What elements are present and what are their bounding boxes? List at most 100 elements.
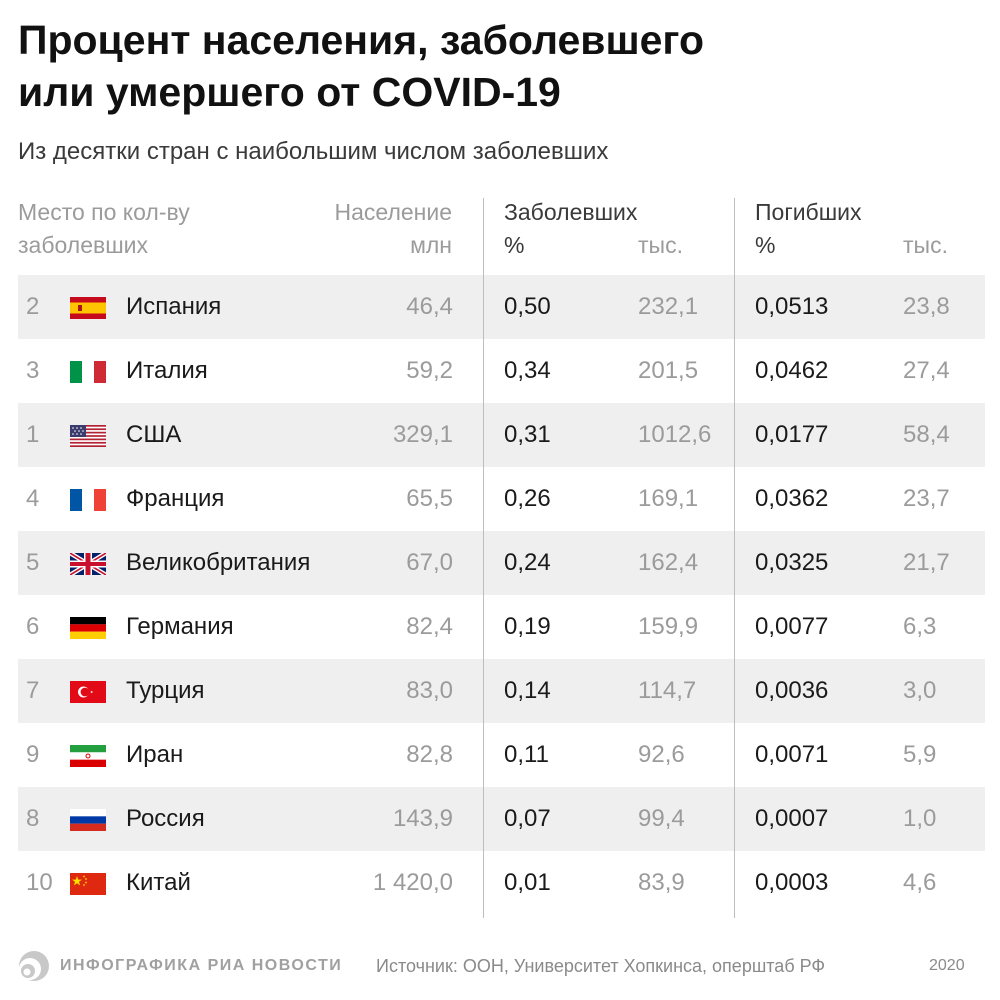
dead-percent-cell: 0,0003 (755, 869, 829, 896)
infected-percent-cell: 0,11 (504, 741, 549, 768)
dead-percent-cell: 0,0177 (755, 421, 829, 448)
rank-cell: 10 (26, 869, 53, 896)
footer-year: 2020 (929, 957, 965, 974)
spain-flag-icon (70, 297, 106, 319)
rank-cell: 7 (26, 677, 40, 704)
dead-thousands-cell: 6,3 (903, 613, 937, 640)
column-divider-infected (483, 198, 484, 918)
infected-percent-cell: 0,34 (504, 357, 551, 384)
infected-thousands-cell: 159,9 (638, 613, 699, 640)
rank-cell: 2 (26, 293, 40, 320)
dead-percent-cell: 0,0513 (755, 293, 829, 320)
header-infected-k: тыс. (638, 232, 683, 258)
dead-thousands-cell: 21,7 (903, 549, 950, 576)
population-cell: 329,1 (392, 421, 453, 448)
header-infected-pct: % (504, 232, 525, 258)
dead-thousands-cell: 1,0 (903, 805, 937, 832)
header-dead: Погибших (755, 199, 862, 225)
dead-thousands-cell: 5,9 (903, 741, 937, 768)
table-row: 4 Франция 65,5 0,26 169,1 0,0362 23,7 (18, 467, 985, 531)
dead-percent-cell: 0,0036 (755, 677, 829, 704)
page-title: Процент населения, заболевшего или умерш… (18, 14, 978, 118)
infected-percent-cell: 0,50 (504, 293, 551, 320)
infected-percent-cell: 0,19 (504, 613, 551, 640)
country-name: Германия (126, 613, 234, 640)
infected-thousands-cell: 92,6 (638, 741, 685, 768)
infected-percent-cell: 0,24 (504, 549, 551, 576)
header-infected: Заболевших (504, 199, 638, 225)
italy-flag-icon (70, 361, 106, 383)
population-cell: 82,4 (406, 613, 453, 640)
infected-thousands-cell: 169,1 (638, 485, 699, 512)
country-name: Испания (126, 293, 222, 320)
infected-thousands-cell: 162,4 (638, 549, 699, 576)
country-name: США (126, 421, 182, 448)
rank-cell: 3 (26, 357, 40, 384)
population-cell: 65,5 (406, 485, 453, 512)
country-name: Китай (126, 869, 191, 896)
russia-flag-icon (70, 809, 106, 831)
dead-percent-cell: 0,0007 (755, 805, 829, 832)
dead-percent-cell: 0,0462 (755, 357, 829, 384)
dead-thousands-cell: 3,0 (903, 677, 937, 704)
dead-thousands-cell: 4,6 (903, 869, 937, 896)
header-dead-pct: % (755, 232, 776, 258)
table-row: 2 Испания 46,4 0,50 232,1 0,0513 23,8 (18, 275, 985, 339)
dead-thousands-cell: 23,7 (903, 485, 950, 512)
column-divider-dead (734, 198, 735, 918)
ria-logo-icon (19, 951, 49, 981)
table-row: 5 Великобритания 67,0 0,24 162,4 0,0325 21,7 (18, 531, 985, 595)
footer-logo-text: ИНФОГРАФИКА РИА НОВОСТИ (60, 957, 343, 974)
table-row: 7 Турция 83,0 0,14 114,7 0,0036 3,0 (18, 659, 985, 723)
footer-source: Источник: ООН, Университет Хопкинса, опе… (376, 956, 826, 976)
table-row: 6 Германия 82,4 0,19 159,9 0,0077 6,3 (18, 595, 985, 659)
country-name: Франция (126, 485, 225, 512)
population-cell: 67,0 (406, 549, 453, 576)
infected-percent-cell: 0,14 (504, 677, 551, 704)
title-line-2: или умершего от COVID-19 (18, 69, 561, 115)
header-population-line-2: млн (410, 232, 452, 258)
table-row: 8 Россия 143,9 0,07 99,4 0,0007 1,0 (18, 787, 985, 851)
title-line-1: Процент населения, заболевшего (18, 17, 705, 63)
population-cell: 46,4 (406, 293, 453, 320)
header-rank-line-2: заболевших (18, 232, 149, 258)
china-flag-icon (70, 873, 106, 895)
infected-thousands-cell: 114,7 (638, 677, 697, 704)
infected-thousands-cell: 83,9 (638, 869, 685, 896)
country-name: Италия (126, 357, 208, 384)
iran-flag-icon (70, 745, 106, 767)
dead-thousands-cell: 23,8 (903, 293, 950, 320)
infected-percent-cell: 0,07 (504, 805, 551, 832)
rank-cell: 8 (26, 805, 40, 832)
population-cell: 1 420,0 (372, 869, 453, 896)
turkey-flag-icon (70, 681, 106, 703)
table-row: 10 Китай 1 420,0 0,01 83,9 0,0003 4,6 (18, 851, 985, 915)
infected-thousands-cell: 201,5 (638, 357, 699, 384)
population-cell: 82,8 (406, 741, 453, 768)
header-population-line-1: Население (334, 199, 452, 225)
infected-percent-cell: 0,01 (504, 869, 551, 896)
table-row: 1 США 329,1 0,31 1012,6 0,0177 58,4 (18, 403, 985, 467)
header-population: Население млн (335, 196, 452, 262)
france-flag-icon (70, 489, 106, 511)
germany-flag-icon (70, 617, 106, 639)
infected-thousands-cell: 1012,6 (638, 421, 712, 448)
dead-percent-cell: 0,0362 (755, 485, 829, 512)
infected-percent-cell: 0,26 (504, 485, 551, 512)
uk-flag-icon (70, 553, 106, 575)
dead-percent-cell: 0,0325 (755, 549, 829, 576)
table-row: 3 Италия 59,2 0,34 201,5 0,0462 27,4 (18, 339, 985, 403)
infected-thousands-cell: 99,4 (638, 805, 685, 832)
header-dead-k: тыс. (903, 232, 948, 258)
page-subtitle: Из десятки стран с наибольшим числом заб… (18, 138, 609, 165)
dead-percent-cell: 0,0077 (755, 613, 829, 640)
rank-cell: 5 (26, 549, 40, 576)
rank-cell: 1 (26, 421, 40, 448)
population-cell: 59,2 (406, 357, 453, 384)
dead-percent-cell: 0,0071 (755, 741, 829, 768)
header-rank: Место по кол-ву заболевших (18, 196, 190, 262)
country-name: Иран (126, 741, 184, 768)
country-name: Великобритания (126, 549, 311, 576)
rank-cell: 4 (26, 485, 40, 512)
table-row: 9 Иран 82,8 0,11 92,6 0,0071 5,9 (18, 723, 985, 787)
